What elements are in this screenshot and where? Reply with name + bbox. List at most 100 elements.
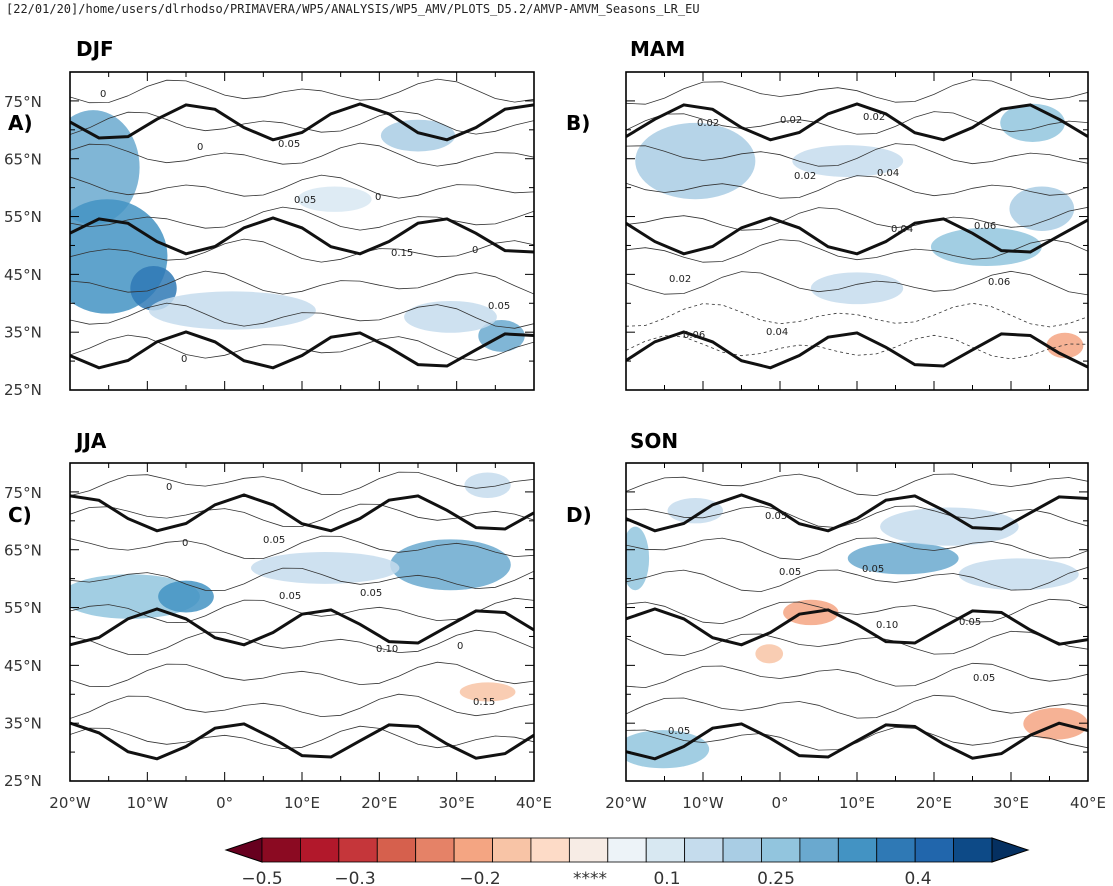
map-panel-djf: 0 0 0.05 0.15 0.05 0 0.05 0 0 DJF A)75°N 65°N 55°N 45… [4,37,535,399]
panel-letter: D) [566,503,592,527]
shaded-region [755,644,784,664]
contour-line [626,566,1088,593]
shaded-region [380,119,456,152]
x-tick-label: 40°E [1070,794,1106,812]
contour-line [70,693,534,719]
contour-label: 0.04 [877,168,899,179]
contour-label: 0.10 [376,644,398,655]
contour-line [626,537,1088,561]
shaded-region [459,682,516,702]
contour-line [70,535,534,559]
contour-label: 0 [166,482,172,493]
zero-contour-line [626,493,1088,533]
y-tick-label: 75°N [4,484,42,502]
colorbar-box [376,837,417,863]
x-tick-label: 10°E [284,794,320,812]
map-panel-son: 0.05 0.10 0.05 0.05 0.05 0.05 0.05 SON D) 20°W 10°… [566,429,1106,812]
contour-label: 0.05 [862,564,884,575]
shaded-region [958,558,1079,591]
shaded-region [404,300,497,333]
x-tick-label: 20°E [361,794,397,812]
contour-line [70,142,534,167]
contour-line [70,725,534,750]
contour-label: 0.10 [876,620,898,631]
panel-content: 0.02 0.02 0.04 0.06 0.06 0.02 0.04 0.06 0.02 0.04… [626,72,1088,390]
contour-label: 0.05 [278,139,300,150]
colorbar-label: −0.5 [241,869,282,886]
contour-line [70,78,534,104]
map-panel-mam: 0.02 0.02 0.04 0.06 0.06 0.02 0.04 0.06 0.02 0.04… [566,37,1089,391]
panel-letter: A) [8,111,33,135]
contour-label: 0 [375,192,381,203]
contour-label: 0 [100,89,106,100]
contour-line [626,630,1088,657]
colorbar-box [876,837,916,863]
contour-label: 0.05 [279,591,301,602]
colorbar-box [684,837,724,863]
x-tick-label: 0° [216,794,233,812]
shaded-region [930,227,1042,266]
contour-label: 0.06 [974,221,996,232]
panel-content: 0 0 0.05 0.15 0.05 0 0.05 0 0 [70,72,534,390]
contour-line [70,174,534,199]
contour-line [626,662,1088,689]
y-tick-label: 65°N [4,151,42,169]
zero-contour-line [70,607,534,647]
colorbar-box [799,837,839,863]
colorbar-label: 0.4 [904,869,931,886]
contour-line [70,110,534,135]
colorbar-box [722,837,762,863]
panel-title: DJF [76,37,114,61]
contour-label: 0.06 [988,277,1010,288]
y-tick-label: 45°N [4,266,42,284]
contour-label: 0.05 [360,588,382,599]
panel-letter: C) [8,503,32,527]
colorbar-label: **** [573,869,607,886]
shaded-region [626,526,650,591]
panel-letter: B) [566,111,590,135]
contour-label: 0 [472,245,478,256]
contour-label: 0.02 [780,115,802,126]
colorbar-box [453,837,493,863]
colorbar-end-triangle [991,837,1030,863]
colorbar-box [837,837,878,863]
shaded-region [158,580,214,613]
colorbar-label: −0.2 [459,869,500,886]
file-path-header: [22/01/20]/home/users/dlrhodso/PRIMAVERA… [6,2,700,16]
contour-line [626,726,1088,751]
colorbar-box [338,837,378,863]
contour-label: 0.05 [959,617,981,628]
panels-group: 000.050.150.0500.0500DJFA)75°N65°N55°N45… [4,37,1106,812]
x-tick-label: 30°E [993,794,1029,812]
contour-line [70,661,534,687]
zero-contour-line [70,721,534,761]
colorbar-box [645,837,686,863]
contour-label: 0.02 [669,274,691,285]
y-tick-label: 45°N [4,657,42,675]
x-tick-label: 30°E [439,794,475,812]
contour-label: 0.02 [794,171,816,182]
contour-label: 0.02 [863,112,885,123]
shaded-region [70,110,140,225]
contour-label: 0.06 [683,330,705,341]
y-tick-label: 35°N [4,323,42,341]
x-tick-label: 20°W [605,794,647,812]
contour-label: 0 [457,641,463,652]
contour-line [70,238,534,263]
x-tick-label: 20°W [49,794,91,812]
map-panel-jja: 0 0.05 0.10 0.15 0 0.05 0.05 0 JJA C)75°N 65°N 55°N… [4,429,552,812]
y-tick-label: 35°N [4,714,42,732]
contour-line [70,629,534,655]
shaded-region [297,186,372,212]
contour-line [70,206,534,231]
zero-contour-line [70,102,534,142]
shaded-region [464,472,511,498]
shaded-region [390,539,511,591]
shaded-region [250,552,400,584]
shaded-region [810,272,904,305]
shaded-region [1009,186,1075,232]
y-tick-label: 65°N [4,542,42,560]
zero-contour-line [626,607,1088,647]
contour-line [626,598,1088,625]
contour-line [626,111,1088,135]
